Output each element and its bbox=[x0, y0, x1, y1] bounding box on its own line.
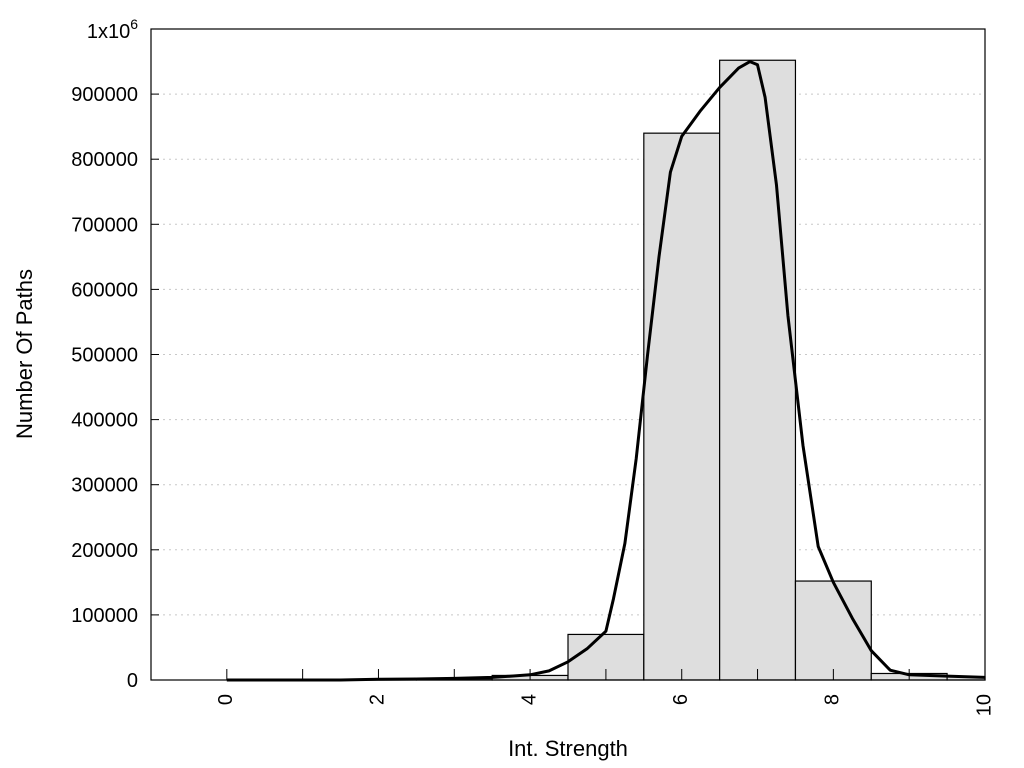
x-tick-label-0: 0 bbox=[215, 694, 237, 705]
y-tick-label-7: 700000 bbox=[71, 214, 138, 236]
axis-ticks bbox=[151, 28, 986, 681]
x-tick-label-8: 8 bbox=[822, 694, 844, 705]
x-tick-label-6: 6 bbox=[670, 694, 692, 705]
y-tick-label-5: 500000 bbox=[71, 345, 138, 367]
bar-6 bbox=[643, 132, 721, 681]
x-axis-title: Int. Strength bbox=[508, 736, 628, 761]
gridlines bbox=[151, 93, 985, 616]
y-tick-label-0: 0 bbox=[127, 670, 138, 692]
y-tick-label-3: 300000 bbox=[71, 475, 138, 497]
histogram-bars bbox=[339, 59, 986, 681]
y-axis-title: Number Of Paths bbox=[12, 269, 37, 439]
y-top-tick-label: 1x106 bbox=[87, 16, 138, 43]
x-tick-label-4: 4 bbox=[518, 694, 540, 705]
x-tick-label-10: 10 bbox=[973, 694, 995, 716]
x-tick-label-2: 2 bbox=[367, 694, 389, 705]
y-tick-label-8: 800000 bbox=[71, 149, 138, 171]
y-tick-label-1: 100000 bbox=[71, 605, 138, 627]
y-tick-label-6: 600000 bbox=[71, 279, 138, 301]
y-tick-label-2: 200000 bbox=[71, 540, 138, 562]
bar-7 bbox=[719, 59, 797, 681]
y-tick-label-4: 400000 bbox=[71, 410, 138, 432]
tick-labels: 0 2 4 6 8 10 0 100000 200000 300000 400000 500000 60… bbox=[71, 84, 995, 716]
y-tick-label-9: 900000 bbox=[71, 84, 138, 106]
